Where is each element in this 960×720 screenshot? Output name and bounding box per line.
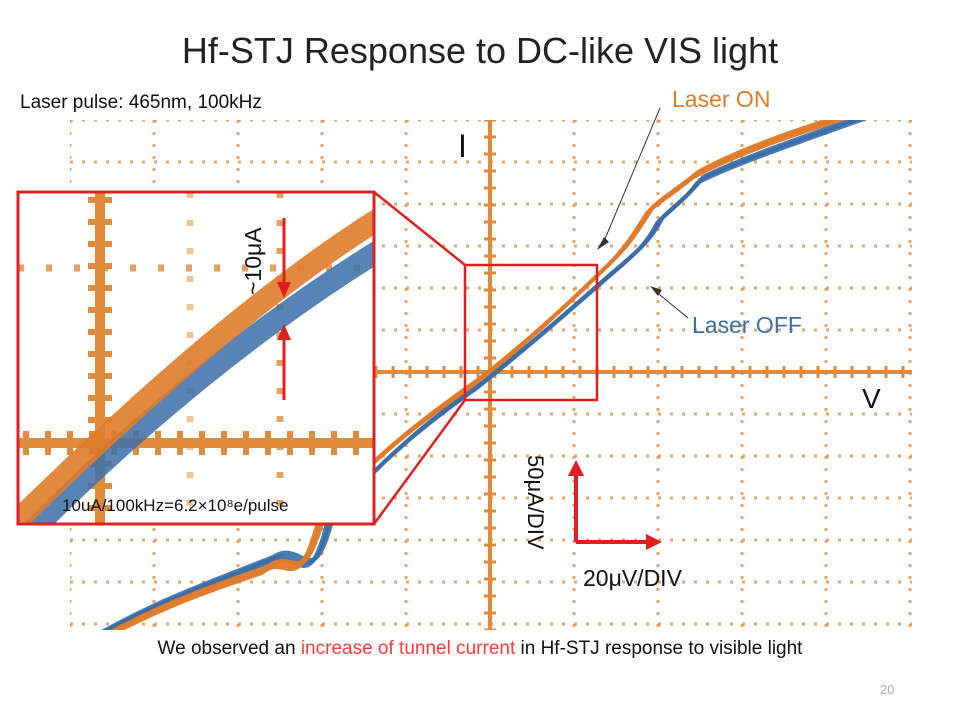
laser-off-pointer	[653, 289, 689, 319]
zoom-connector-bottom	[372, 399, 467, 525]
inset-frame	[16, 190, 376, 526]
voltage-axis-label: V	[862, 383, 881, 414]
laser-off-trace	[103, 120, 862, 630]
laser-off-label: Laser OFF	[692, 312, 802, 338]
caption-start: We observed an	[157, 638, 301, 659]
slide-title: Hf-STJ Response to DC-like VIS light	[181, 30, 779, 71]
laser-on-trace	[113, 120, 840, 630]
electrons-per-pulse-equation: 10uA/100kHz=6.2×10⁸e/pulse	[62, 496, 289, 515]
current-scale-label: 50μA/DIV	[523, 455, 548, 550]
iv-traces	[101, 120, 868, 630]
voltage-scale-label: 20μV/DIV	[583, 565, 682, 591]
caption-highlight: increase of tunnel current	[300, 638, 516, 659]
zoom-connector-top	[373, 191, 466, 266]
slide-caption: We observed an increase of tunnel curren…	[0, 638, 960, 660]
laser-on-label: Laser ON	[672, 86, 771, 112]
laser-pulse-info: Laser pulse: 465nm, 100kHz	[20, 92, 262, 113]
zoom-box	[463, 263, 599, 402]
delta-current-label: ~10μA	[240, 227, 266, 295]
caption-end: in Hf-STJ response to visible light	[515, 638, 803, 659]
inset-laser-on-band	[18, 208, 374, 524]
inset-zoom	[18, 192, 374, 524]
inset-laser-off-band	[23, 240, 374, 524]
current-axis-label: I	[458, 128, 467, 164]
slide-number: 20	[880, 682, 895, 697]
laser-on-pointer	[601, 107, 661, 247]
